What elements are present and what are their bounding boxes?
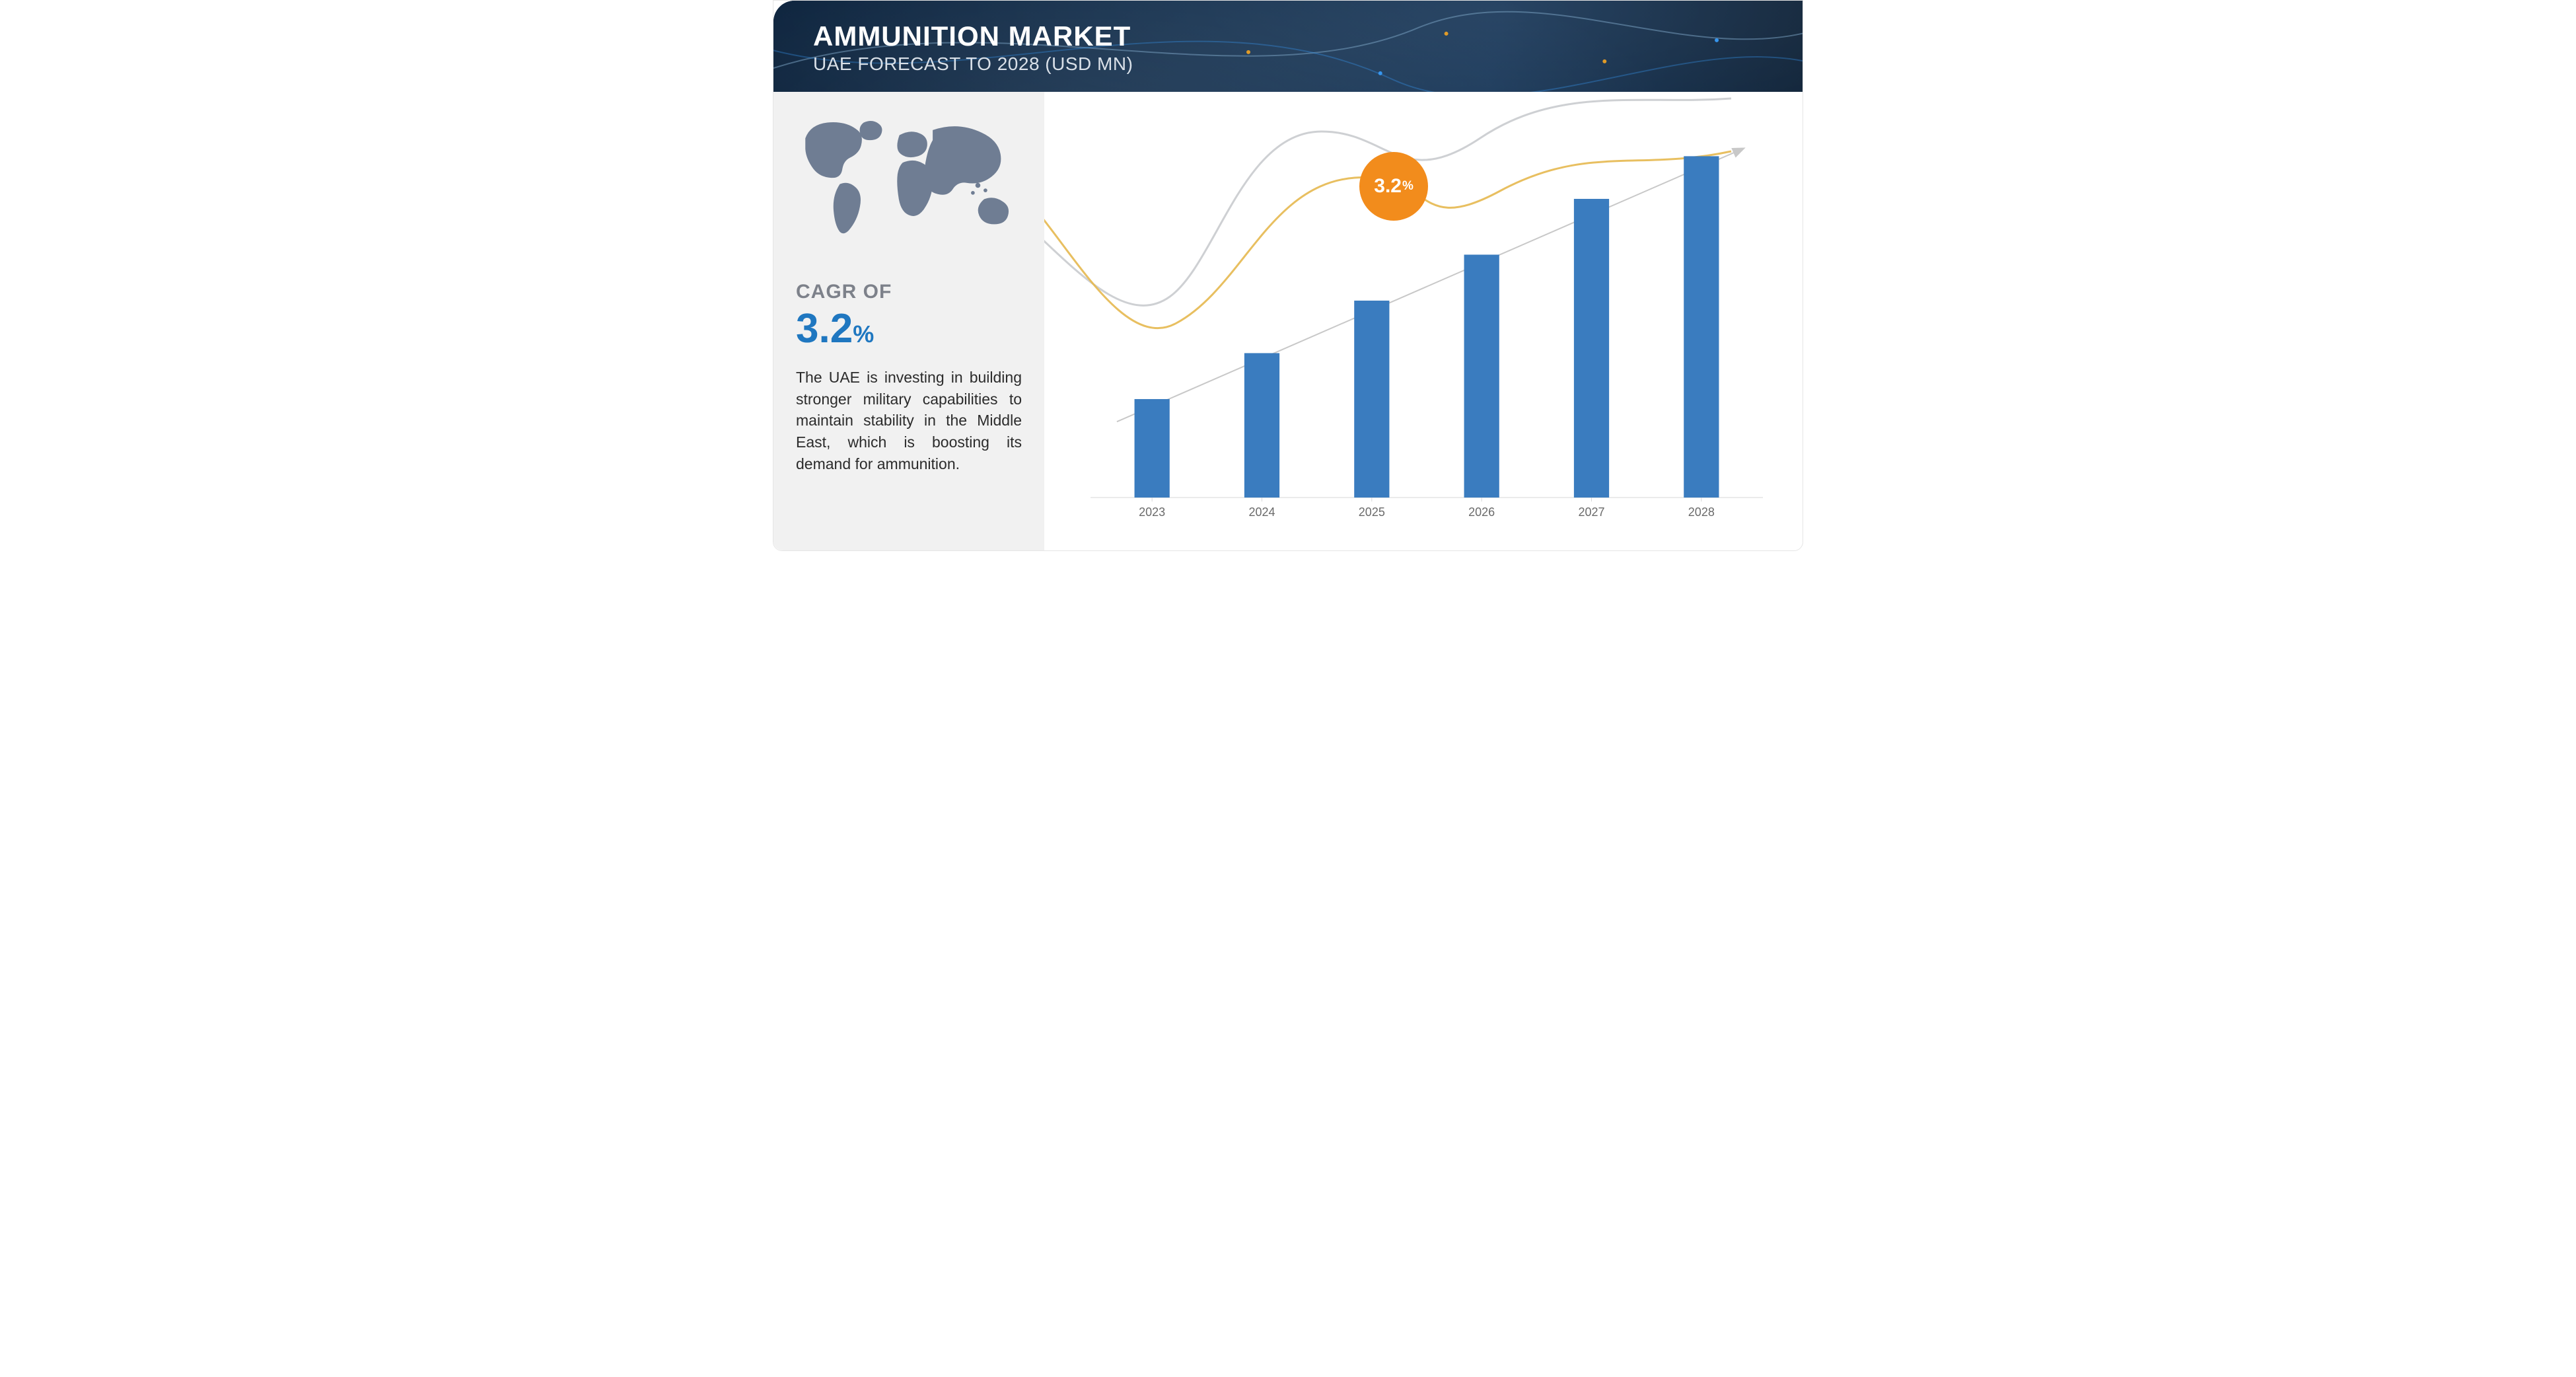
world-map-icon bbox=[796, 113, 1022, 245]
badge-percent: % bbox=[1402, 179, 1413, 194]
cagr-percent: % bbox=[853, 320, 874, 348]
header-banner: AMMUNITION MARKET UAE FORECAST TO 2028 (… bbox=[773, 1, 1803, 92]
x-tick-2027: 2027 bbox=[1578, 505, 1604, 519]
cagr-badge: 3.2% bbox=[1359, 152, 1428, 221]
page-subtitle: UAE FORECAST TO 2028 (USD MN) bbox=[813, 54, 1133, 75]
cagr-label: CAGR OF bbox=[796, 281, 1022, 303]
x-tick-2025: 2025 bbox=[1359, 505, 1385, 519]
sidebar-description: The UAE is investing in building stronge… bbox=[796, 367, 1022, 474]
bar-2025 bbox=[1354, 301, 1389, 498]
page-title: AMMUNITION MARKET bbox=[813, 20, 1133, 52]
x-tick-2023: 2023 bbox=[1139, 505, 1165, 519]
cagr-number: 3.2 bbox=[796, 306, 853, 352]
badge-number: 3.2 bbox=[1374, 175, 1402, 198]
x-tick-2024: 2024 bbox=[1248, 505, 1275, 519]
infographic-root: AMMUNITION MARKET UAE FORECAST TO 2028 (… bbox=[773, 0, 1803, 551]
cagr-value: 3.2% bbox=[796, 309, 1022, 350]
chart-svg: 2023 2024 2025 2026 2027 2028 bbox=[1044, 92, 1803, 550]
bar-2024 bbox=[1244, 353, 1279, 498]
bar-2028 bbox=[1684, 156, 1719, 498]
body: CAGR OF 3.2% The UAE is investing in bui… bbox=[773, 92, 1803, 550]
bar-2027 bbox=[1574, 199, 1609, 498]
x-tick-2026: 2026 bbox=[1468, 505, 1495, 519]
bar-2026 bbox=[1464, 254, 1499, 498]
header-text: AMMUNITION MARKET UAE FORECAST TO 2028 (… bbox=[813, 20, 1133, 75]
chart-panel: 2023 2024 2025 2026 2027 2028 3.2% bbox=[1044, 92, 1803, 550]
bar-2023 bbox=[1135, 399, 1170, 498]
x-tick-2028: 2028 bbox=[1688, 505, 1715, 519]
sidebar: CAGR OF 3.2% The UAE is investing in bui… bbox=[773, 92, 1044, 550]
